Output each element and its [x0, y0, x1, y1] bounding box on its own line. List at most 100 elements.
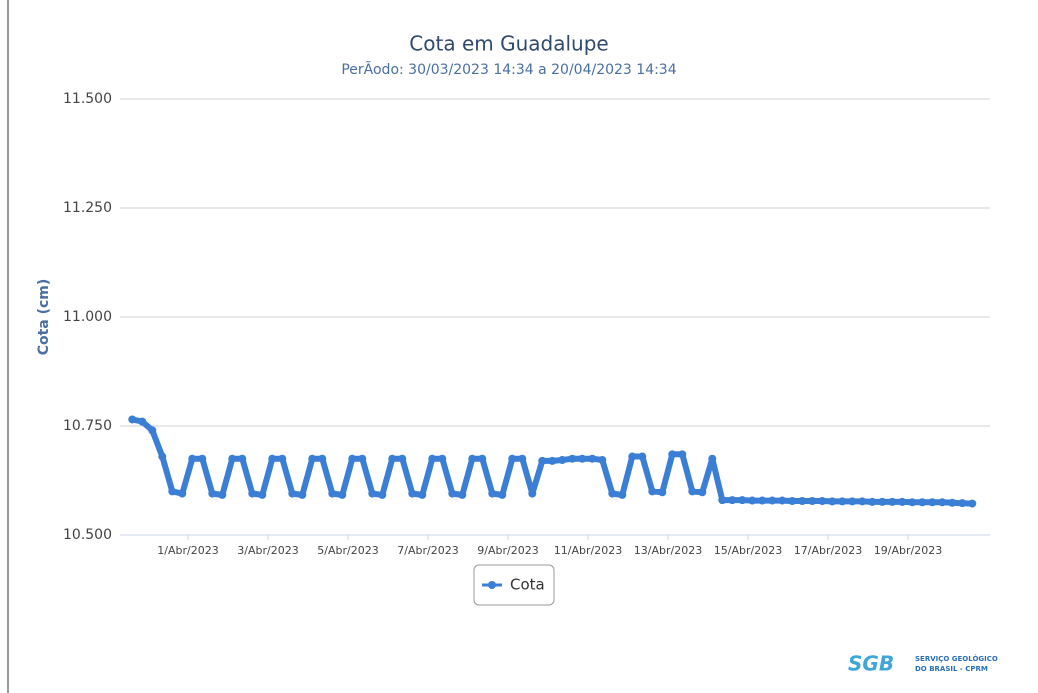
data-point — [378, 490, 387, 499]
data-point — [838, 497, 847, 506]
chart-subtitle: PerÃodo: 30/03/2023 14:34 a 20/04/2023 1… — [341, 61, 676, 78]
data-point — [148, 426, 157, 435]
data-point — [218, 490, 227, 499]
y-axis-label: Cota (cm) — [36, 279, 52, 356]
logo-text: SERVIÇO GEOLÓGICO — [915, 654, 998, 663]
data-point — [868, 497, 877, 506]
data-point — [488, 489, 497, 498]
data-point — [818, 496, 827, 505]
data-point — [948, 498, 957, 507]
legend-label[interactable]: Cota — [510, 576, 545, 594]
data-point — [478, 454, 487, 463]
legend[interactable]: Cota — [473, 564, 555, 606]
data-point — [388, 454, 397, 463]
data-point — [248, 489, 257, 498]
x-tick-label: 7/Abr/2023 — [397, 544, 458, 557]
x-tick-label: 3/Abr/2023 — [237, 544, 298, 557]
logo-text: DO BRASIL - CPRM — [915, 665, 988, 673]
data-point — [628, 452, 637, 461]
data-point — [718, 496, 727, 505]
data-point — [808, 496, 817, 505]
data-point — [438, 454, 447, 463]
data-point — [578, 454, 587, 463]
data-point — [358, 454, 367, 463]
x-tick-label: 1/Abr/2023 — [157, 544, 218, 557]
data-point — [538, 456, 547, 465]
data-point — [468, 454, 477, 463]
data-point — [498, 490, 507, 499]
data-point — [898, 497, 907, 506]
data-point — [348, 454, 357, 463]
data-point — [958, 499, 967, 508]
data-point — [258, 490, 267, 499]
data-point — [168, 487, 177, 496]
data-point — [848, 497, 857, 506]
data-point — [938, 498, 947, 507]
x-tick-label: 17/Abr/2023 — [794, 544, 862, 557]
data-point — [548, 456, 557, 465]
data-point — [238, 454, 247, 463]
data-point — [128, 415, 137, 424]
data-point — [528, 489, 537, 498]
y-tick-label: 10.500 — [63, 527, 112, 543]
data-point — [228, 454, 237, 463]
data-point — [198, 454, 207, 463]
data-point — [298, 490, 307, 499]
data-point — [758, 496, 767, 505]
data-point — [648, 487, 657, 496]
data-point — [398, 454, 407, 463]
chart-title: Cota em Guadalupe — [409, 32, 608, 56]
y-tick-label: 11.500 — [63, 91, 112, 107]
data-point — [568, 454, 577, 463]
data-point — [458, 490, 467, 499]
data-point — [338, 490, 347, 499]
data-point — [688, 487, 697, 496]
x-tick-label: 19/Abr/2023 — [874, 544, 942, 557]
data-point — [208, 489, 217, 498]
data-point — [728, 496, 737, 505]
data-point — [698, 488, 707, 497]
data-point — [928, 498, 937, 507]
data-point — [768, 496, 777, 505]
data-point — [188, 454, 197, 463]
x-tick-label: 9/Abr/2023 — [477, 544, 538, 557]
data-point — [408, 489, 417, 498]
data-point — [158, 452, 167, 461]
x-tick-label: 11/Abr/2023 — [554, 544, 622, 557]
data-point — [278, 454, 287, 463]
data-point — [778, 496, 787, 505]
data-point — [918, 498, 927, 507]
x-tick-label: 5/Abr/2023 — [317, 544, 378, 557]
data-point — [708, 454, 717, 463]
data-point — [618, 490, 627, 499]
data-point — [738, 496, 747, 505]
data-point — [598, 456, 607, 465]
data-point — [828, 497, 837, 506]
data-point — [368, 489, 377, 498]
legend-box[interactable] — [473, 564, 555, 606]
data-point — [858, 497, 867, 506]
data-point — [678, 450, 687, 459]
data-point — [908, 498, 917, 507]
data-point — [668, 450, 677, 459]
logo: SGB SERVIÇO GEOLÓGICO DO BRASIL - CPRM — [848, 652, 998, 676]
data-point — [968, 499, 977, 508]
data-point — [288, 489, 297, 498]
legend-marker — [488, 581, 496, 589]
data-point — [178, 489, 187, 498]
data-point — [328, 489, 337, 498]
data-point — [518, 454, 527, 463]
data-point — [878, 497, 887, 506]
data-point — [658, 488, 667, 497]
logo-mark: SGB — [848, 652, 894, 676]
y-tick-label: 11.250 — [63, 200, 112, 216]
data-point — [788, 496, 797, 505]
data-point — [588, 454, 597, 463]
data-point — [448, 489, 457, 498]
y-tick-label: 11.000 — [63, 309, 112, 325]
data-point — [508, 454, 517, 463]
data-point — [558, 456, 567, 465]
x-tick-label: 13/Abr/2023 — [634, 544, 702, 557]
data-point — [428, 454, 437, 463]
